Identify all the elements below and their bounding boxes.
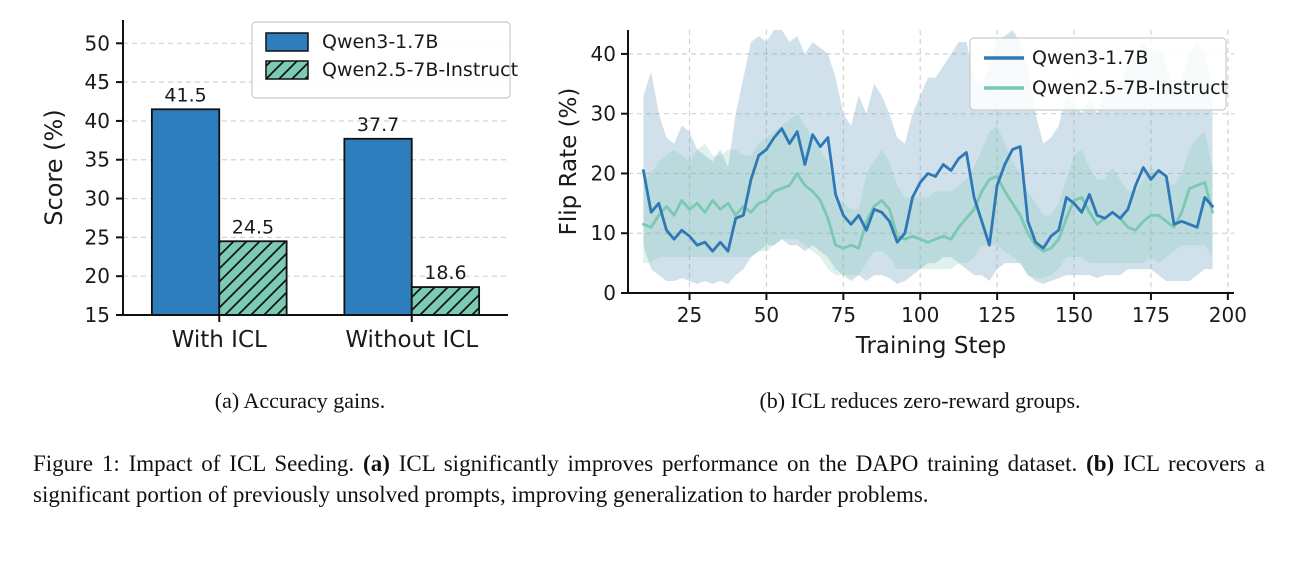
- score-bar-chart: 41.5 37.7 24.5 18.6 15 20 25 30 35 40 45 50 With ICL…: [40, 20, 518, 353]
- caption-a-marker: (a): [363, 451, 390, 476]
- y-tick-label: 15: [85, 303, 110, 327]
- legend-label: Qwen2.5-7B-Instruct: [322, 59, 518, 81]
- y-tick-label: 20: [85, 264, 110, 288]
- x-tick-label: 175: [1132, 303, 1170, 327]
- bar-value-label: 24.5: [232, 216, 274, 238]
- x-tick-label: 200: [1209, 303, 1247, 327]
- y-tick-label: 45: [85, 70, 110, 94]
- legend-box: [251, 21, 511, 99]
- y-tick-label: 10: [591, 221, 616, 245]
- x-axis-title: Training Step: [855, 333, 1006, 359]
- x-tick-label: 25: [677, 303, 702, 327]
- caption-prefix: Figure 1: Impact of ICL Seeding.: [33, 451, 364, 476]
- caption-b-text: ICL recovers a significant portion of pr…: [33, 451, 1265, 507]
- caption-a-text: ICL significantly improves performance o…: [389, 451, 1087, 476]
- y-tick-label: 0: [603, 281, 616, 305]
- bar-value-label: 18.6: [424, 262, 466, 284]
- x-tick-label: 125: [978, 303, 1016, 327]
- legend-label: Qwen3-1.7B: [1032, 47, 1148, 69]
- legend-swatch-Qwen3-1.7B: [265, 32, 309, 52]
- subcaption-a: (a) Accuracy gains.: [214, 388, 386, 413]
- y-tick-label: 25: [85, 225, 110, 249]
- x-tick-label: 100: [901, 303, 939, 327]
- legend-swatch-Qwen2.5-7B-Instruct: [265, 60, 309, 80]
- band-Qwen3-1.7B: [643, 30, 1213, 284]
- x-tick-label: 150: [1055, 303, 1093, 327]
- plot-area: [642, 30, 1214, 284]
- y-tick-label: 20: [591, 161, 616, 185]
- bar-Qwen3-1.7B-With ICL: [150, 108, 221, 316]
- y-tick-label: 40: [591, 42, 616, 66]
- line-chart-panel: 25 50 75 100 125 150 175 200 0 10 20 30 40 Training S…: [556, 10, 1268, 376]
- x-tick-label: With ICL: [172, 327, 267, 353]
- bar-Qwen3-1.7B-Without ICL: [343, 137, 413, 316]
- bar-chart-panel: 41.5 37.7 24.5 18.6 15 20 25 30 35 40 45 50 With ICL…: [38, 8, 538, 372]
- y-axis-title: Score (%): [40, 109, 68, 225]
- band-Qwen2.5-7B-Instruct: [643, 113, 1213, 279]
- y-tick-label: 30: [85, 187, 110, 211]
- legend-label: Qwen3-1.7B: [322, 31, 438, 53]
- y-tick-label: 40: [85, 109, 110, 133]
- flip-rate-line-chart: 25 50 75 100 125 150 175 200 0 10 20 30 40 Training S…: [556, 30, 1247, 359]
- x-tick-label: Without ICL: [345, 327, 478, 353]
- bar-value-label: 37.7: [357, 114, 399, 136]
- x-tick-label: 75: [831, 303, 856, 327]
- legend-box: [969, 37, 1227, 111]
- caption-b-marker: (b): [1086, 451, 1115, 476]
- bar-value-label: 41.5: [164, 84, 206, 106]
- subcaption-b: (b) ICL reduces zero-reward groups.: [759, 388, 1081, 413]
- bar-Qwen2.5-7B-Instruct-With ICL: [218, 240, 288, 316]
- y-tick-label: 50: [85, 31, 110, 55]
- legend-label: Qwen2.5-7B-Instruct: [1032, 77, 1228, 99]
- y-tick-label: 30: [591, 102, 616, 126]
- line-Qwen3-1.7B: [642, 127, 1214, 253]
- figure-caption: Figure 1: Impact of ICL Seeding. (a) ICL…: [33, 448, 1265, 510]
- bar-Qwen2.5-7B-Instruct-Without ICL: [410, 286, 481, 316]
- y-tick-label: 35: [85, 148, 110, 172]
- x-tick-label: 50: [754, 303, 779, 327]
- y-axis-title: Flip Rate (%): [558, 88, 582, 236]
